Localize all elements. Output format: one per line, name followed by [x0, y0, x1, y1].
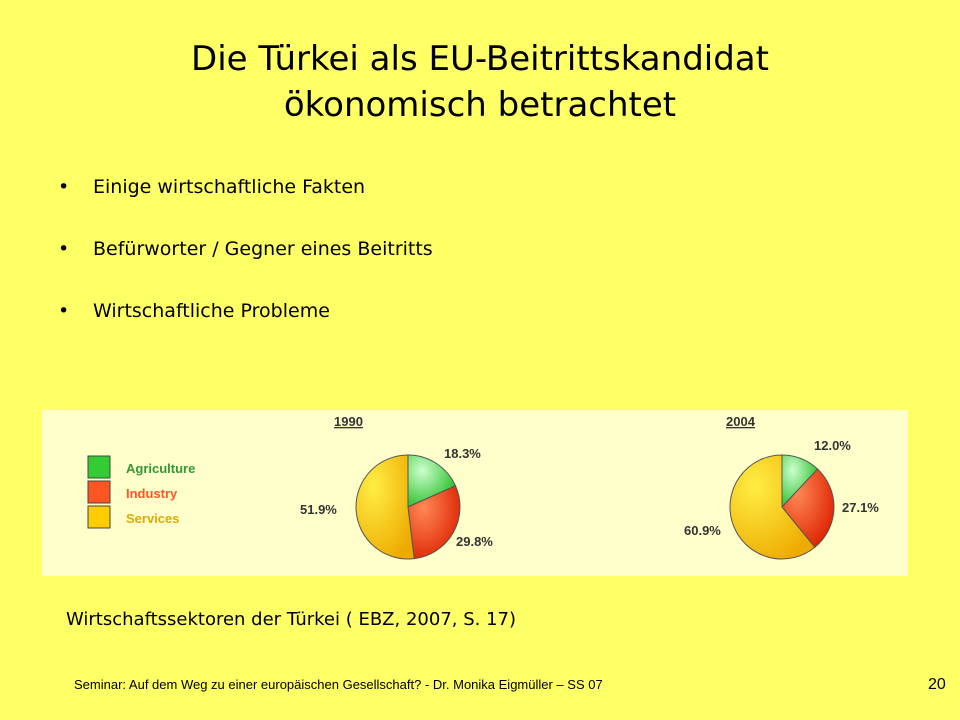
- pie-2004-label-services: 60.9%: [684, 523, 721, 538]
- slide-footer: Seminar: Auf dem Weg zu einer europäisch…: [74, 677, 603, 692]
- bullet-text: Wirtschaftliche Probleme: [93, 300, 330, 322]
- bullet-item-facts: • Einige wirtschaftliche Fakten: [58, 174, 478, 200]
- legend-swatch-industry: [87, 480, 111, 504]
- pie-1990-labels: 18.3% 29.8% 51.9%: [300, 446, 493, 549]
- legend-label-services: Services: [126, 511, 180, 526]
- legend-label-agriculture: Agriculture: [126, 461, 195, 476]
- legend-swatch-agriculture: [87, 455, 111, 479]
- pie-2004-slice-services: [729, 454, 816, 560]
- bullet-text: Befürworter / Gegner eines Beitritts: [93, 238, 433, 260]
- pie-2004: [729, 454, 835, 560]
- pie-1990: [355, 454, 461, 560]
- pie-1990-slice-services: [355, 454, 415, 560]
- chart-caption: Wirtschaftssektoren der Türkei ( EBZ, 20…: [66, 609, 517, 630]
- pie-2004-slice-industry: [781, 468, 835, 548]
- bullet-marker: •: [58, 300, 70, 322]
- legend-label-industry: Industry: [126, 486, 178, 501]
- bullet-item-proponents: • Befürworter / Gegner eines Beitritts: [58, 236, 478, 262]
- chart-title-2004: 2004: [726, 414, 756, 429]
- pie-1990-label-industry: 29.8%: [456, 534, 493, 549]
- bullet-marker: •: [58, 238, 70, 260]
- sector-pie-charts: Agriculture Industry Services 1990 2004 …: [42, 410, 908, 576]
- chart-title-1990: 1990: [334, 414, 363, 429]
- bullet-list: • Einige wirtschaftliche Fakten • Befürw…: [58, 174, 478, 324]
- pie-2004-label-agriculture: 12.0%: [814, 438, 851, 453]
- pie-1990-label-agriculture: 18.3%: [444, 446, 481, 461]
- legend-swatch-services: [87, 505, 111, 529]
- pie-1990-label-services: 51.9%: [300, 502, 337, 517]
- slide-title-line-1: Die Türkei als EU-Beitrittskandidat: [191, 39, 769, 79]
- slide-title: Die Türkei als EU-Beitrittskandidat ökon…: [60, 36, 900, 128]
- pie-chart-canvas: Agriculture Industry Services 1990 2004 …: [87, 414, 879, 560]
- pie-1990-slice-industry: [407, 485, 461, 560]
- chart-legend: Agriculture Industry Services: [87, 455, 195, 529]
- bullet-item-problems: • Wirtschaftliche Probleme: [58, 298, 478, 324]
- page-number: 20: [928, 676, 946, 693]
- bullet-marker: •: [58, 176, 70, 198]
- pie-1990-slice-agriculture: [407, 454, 457, 508]
- bullet-text: Einige wirtschaftliche Fakten: [93, 176, 366, 198]
- pie-2004-label-industry: 27.1%: [842, 500, 879, 515]
- slide-title-line-2: ökonomisch betrachtet: [283, 85, 677, 125]
- pie-2004-labels: 12.0% 27.1% 60.9%: [684, 438, 879, 538]
